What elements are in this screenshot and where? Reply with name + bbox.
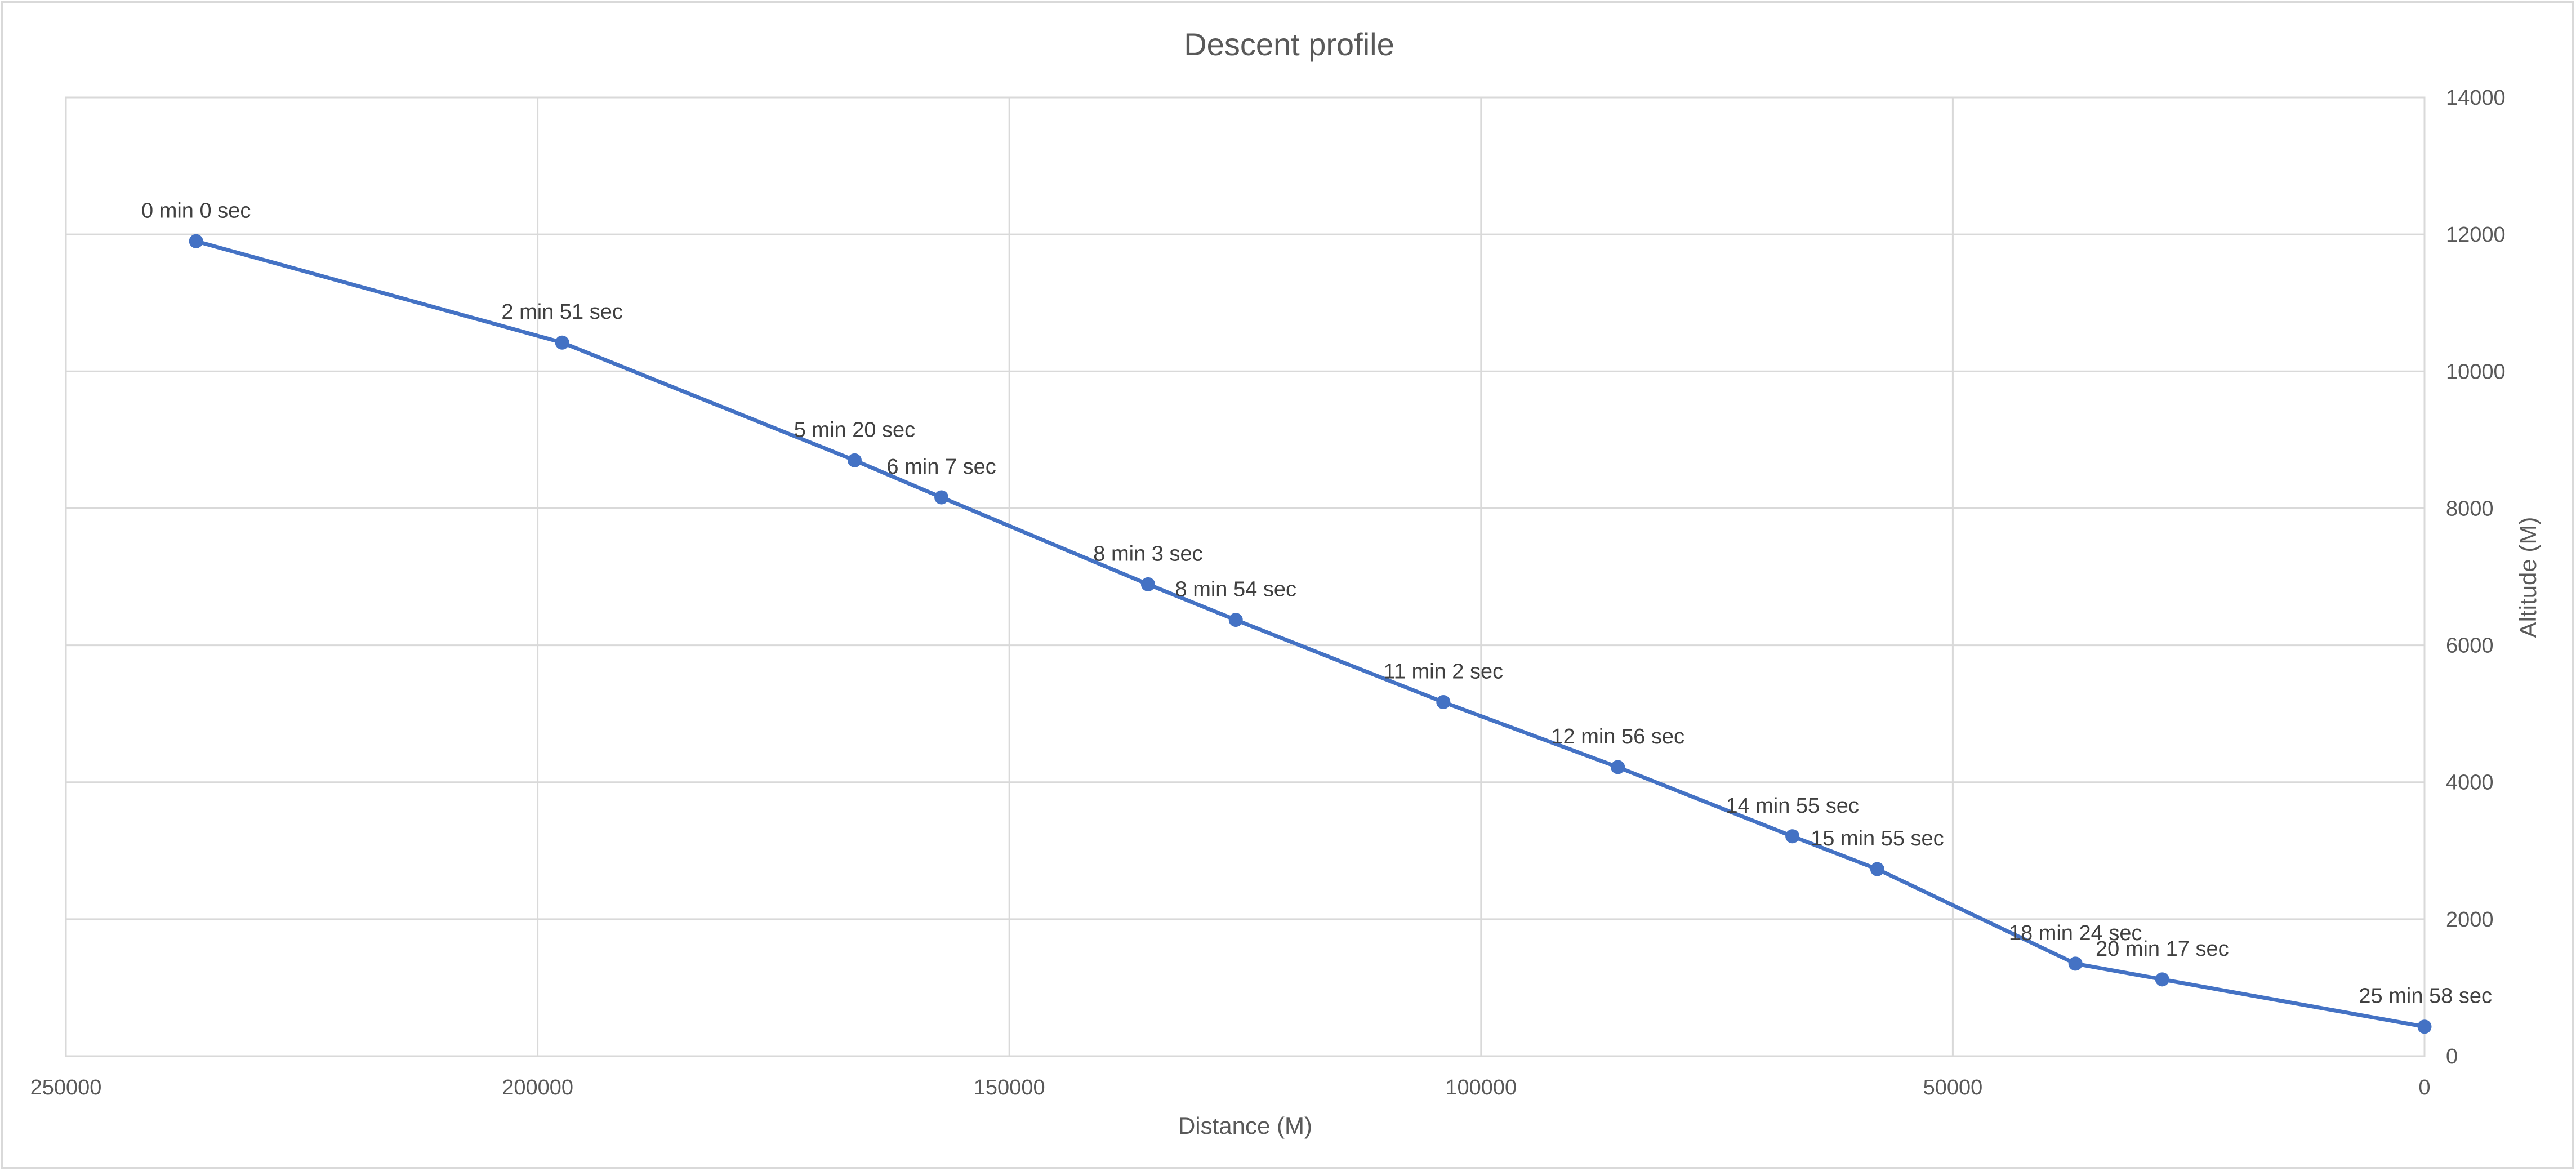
data-point (1785, 829, 1800, 844)
plot-area (65, 96, 2426, 1057)
data-label: 0 min 0 sec (141, 199, 251, 222)
data-point (847, 453, 862, 467)
y-tick-label: 14000 (2446, 86, 2506, 110)
chart-title: Descent profile (1184, 26, 1394, 62)
y-tick-label: 6000 (2446, 634, 2494, 658)
x-tick-label: 100000 (1445, 1076, 1517, 1099)
y-axis: 0 2000 4000 6000 8000 10000 12000 14000 (2446, 86, 2506, 1068)
y-tick-label: 8000 (2446, 497, 2494, 520)
data-label: 12 min 56 sec (1551, 725, 1684, 749)
data-point (1228, 613, 1243, 627)
data-point (1140, 577, 1155, 591)
series-line (194, 239, 2427, 1029)
data-label: 25 min 58 sec (2359, 985, 2492, 1008)
data-label: 18 min 24 sec (2009, 921, 2142, 945)
y-tick-label: 4000 (2446, 771, 2494, 795)
data-label: 11 min 2 sec (1383, 660, 1503, 683)
data-point (1436, 694, 1451, 709)
x-axis-title: Distance (M) (1178, 1112, 1312, 1139)
data-point (555, 335, 569, 350)
x-tick-label: 150000 (974, 1076, 1045, 1099)
data-label: 15 min 55 sec (1811, 827, 1944, 851)
x-tick-label: 0 (2418, 1076, 2430, 1099)
data-label: 8 min 3 sec (1093, 542, 1202, 566)
y-axis-title: Altitude (M) (2515, 517, 2541, 638)
data-label: 20 min 17 sec (2096, 937, 2229, 961)
data-point (189, 234, 203, 248)
y-tick-label: 10000 (2446, 360, 2506, 384)
y-tick-label: 0 (2446, 1045, 2458, 1068)
data-label: 2 min 51 sec (501, 300, 622, 324)
x-tick-label: 50000 (1923, 1076, 1983, 1099)
data-label: 5 min 20 sec (794, 418, 915, 442)
data-point (2068, 956, 2083, 971)
y-tick-label: 12000 (2446, 223, 2506, 247)
data-point (1611, 760, 1625, 774)
data-point (1870, 862, 1884, 876)
series-layer (189, 234, 2432, 1034)
data-label: 14 min 55 sec (1726, 794, 1859, 818)
data-point (934, 490, 949, 505)
x-axis: 250000 200000 150000 100000 50000 0 (30, 1076, 2431, 1099)
chart-svg: Descent profile 250000 200000 150000 100000… (30, 26, 2541, 1139)
data-point (2155, 972, 2169, 987)
y-tick-label: 2000 (2446, 908, 2494, 932)
data-labels-layer: 0 min 0 sec 2 min 51 sec 5 min 20 sec 6 min… (141, 199, 2492, 1008)
grid-layer (65, 96, 2426, 1057)
data-point (2417, 1019, 2432, 1034)
x-tick-label: 200000 (502, 1076, 573, 1099)
data-label: 8 min 54 sec (1175, 578, 1296, 602)
data-label: 6 min 7 sec (886, 455, 996, 479)
x-tick-label: 250000 (30, 1076, 102, 1099)
